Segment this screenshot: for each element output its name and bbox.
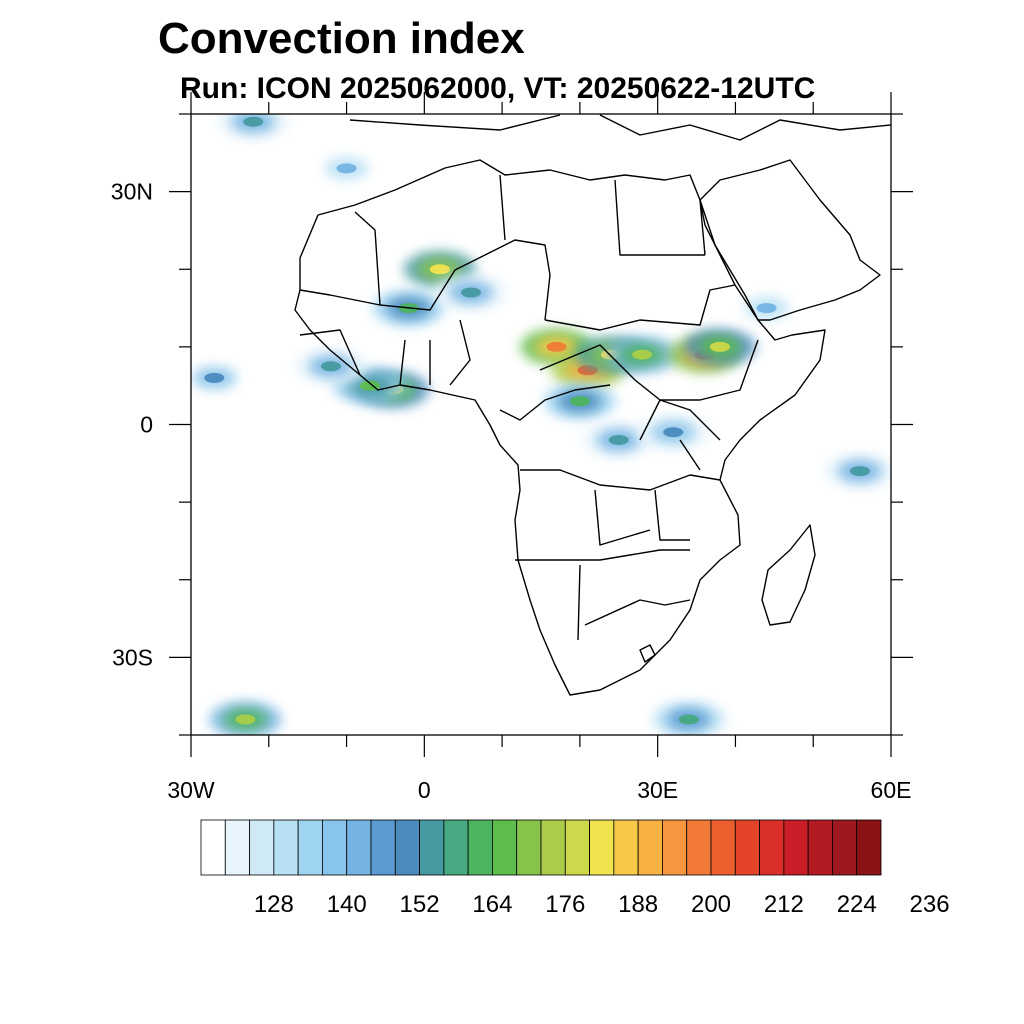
- convection-cell-core: [461, 287, 481, 298]
- convection-cell-core: [709, 341, 730, 352]
- border-10: [594, 489, 690, 546]
- colorbar-swatch: [856, 819, 882, 876]
- convection-field: [191, 114, 891, 735]
- colorbar-swatch: [370, 819, 396, 876]
- convection-cell-core: [321, 361, 341, 372]
- map-title: Convection index: [158, 14, 525, 63]
- lon-label: 30W: [167, 777, 215, 803]
- colorbar-swatch: [759, 819, 785, 876]
- colorbar-label: 164: [472, 891, 512, 918]
- colorbar-label: 140: [327, 891, 367, 918]
- colorbar-label: 224: [837, 891, 877, 918]
- colorbar-swatch: [419, 819, 445, 876]
- convection-cell-core: [849, 466, 870, 477]
- axis-ticks: [169, 92, 913, 757]
- colorbar-swatch: [273, 819, 299, 876]
- colorbar-swatch: [589, 819, 615, 876]
- latitude-labels: 30N 0 30S: [111, 179, 153, 671]
- colorbar-swatch: [297, 819, 323, 876]
- colorbar-swatch: [710, 819, 736, 876]
- border-9: [399, 319, 471, 386]
- border-5: [499, 384, 611, 421]
- convection-cell-core: [243, 116, 264, 127]
- colorbar-label: 188: [618, 891, 658, 918]
- lon-label: 60E: [871, 777, 912, 803]
- convection-cell-core: [608, 435, 629, 446]
- colorbar-label: 212: [764, 891, 804, 918]
- colorbar-label: 128: [254, 891, 294, 918]
- convection-cell-core: [569, 396, 590, 407]
- border-8: [577, 564, 691, 641]
- colorbar-swatch: [249, 819, 275, 876]
- colorbar-swatch: [322, 819, 348, 876]
- border-6: [520, 469, 721, 491]
- map-subtitle: Run: ICON 2025062000, VT: 20250622-12UTC: [180, 72, 816, 105]
- colorbar-swatch: [662, 819, 688, 876]
- colorbar: [200, 819, 882, 876]
- colorbar-swatch: [200, 819, 226, 876]
- lon-label: 0: [418, 777, 431, 803]
- convection-cell-core: [756, 303, 777, 314]
- colorbar-swatch: [224, 819, 250, 876]
- convection-cell-core: [678, 714, 699, 725]
- colorbar-swatch: [540, 819, 566, 876]
- border-1: [354, 211, 551, 321]
- colorbar-label: 236: [910, 891, 950, 918]
- lat-label: 0: [140, 412, 153, 438]
- colorbar-swatch: [734, 819, 760, 876]
- arabia-coastline: [699, 159, 881, 321]
- colorbar-label: 200: [691, 891, 731, 918]
- colorbar-swatch: [832, 819, 858, 876]
- lesotho-border: [639, 644, 656, 663]
- colorbar-swatch: [783, 819, 809, 876]
- colorbar-label: 176: [545, 891, 585, 918]
- border-3: [544, 284, 736, 331]
- colorbar-swatch: [637, 819, 663, 876]
- colorbar-swatch: [492, 819, 518, 876]
- europe-coastline: [349, 114, 891, 141]
- border-2: [499, 174, 706, 256]
- convection-cell-core: [235, 714, 256, 725]
- lat-label: 30S: [112, 644, 153, 670]
- border-7: [515, 549, 690, 561]
- colorbar-swatch: [394, 819, 420, 876]
- colorbar-swatch: [443, 819, 469, 876]
- colorbar-label: 152: [400, 891, 440, 918]
- convection-cell-core: [429, 264, 450, 275]
- border-11: [639, 399, 721, 471]
- colorbar-swatch: [467, 819, 493, 876]
- colorbar-labels: 128 140 152 164 176 188 200 212 224 236: [254, 891, 950, 918]
- colorbar-swatch: [613, 819, 639, 876]
- convection-cell-core: [632, 349, 653, 360]
- lat-label: 30N: [111, 179, 153, 205]
- colorbar-swatch: [564, 819, 590, 876]
- plot-background: [191, 114, 891, 735]
- colorbar-swatch: [516, 819, 542, 876]
- lon-label: 30E: [637, 777, 678, 803]
- country-borders: [294, 114, 891, 696]
- convection-cell-core: [204, 372, 225, 383]
- africa-coastline: [294, 159, 826, 696]
- convection-cell-core: [546, 341, 567, 352]
- colorbar-swatch: [346, 819, 372, 876]
- madagascar-coastline: [761, 524, 816, 626]
- colorbar-swatch: [807, 819, 833, 876]
- border-12: [299, 289, 381, 376]
- convection-cell-core: [336, 163, 357, 174]
- colorbar-swatch: [686, 819, 712, 876]
- longitude-labels: 30W 0 30E 60E: [167, 777, 911, 803]
- convection-cell-core: [663, 427, 684, 438]
